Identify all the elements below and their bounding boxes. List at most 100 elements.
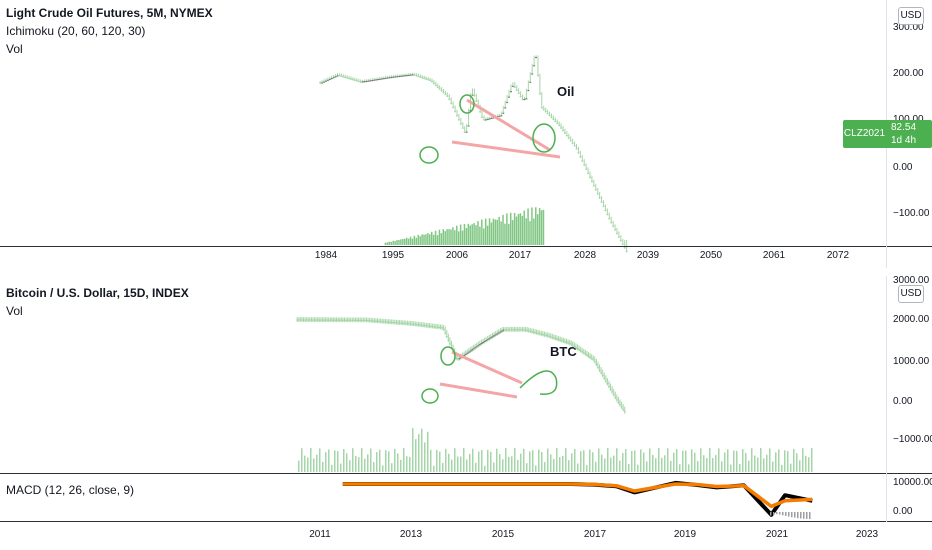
btc-volume-bar: [667, 448, 669, 472]
oil-y-tick: −100.00: [893, 208, 930, 219]
macd-signal-line: [342, 482, 813, 509]
btc-volume-bar: [448, 453, 450, 472]
btc-candle: [486, 339, 489, 341]
oil-candle: [369, 80, 372, 82]
btc-volume-bar: [604, 458, 606, 472]
macd-pane[interactable]: MACD (12, 26, close, 9): [0, 474, 886, 520]
btc-candle: [622, 408, 625, 410]
macd-histogram-bar: [782, 512, 784, 516]
oil-candle: [353, 79, 356, 81]
price-axis-divider-bottom: [886, 276, 887, 522]
btc-candle: [315, 319, 318, 321]
btc-candle: [332, 319, 335, 321]
btc-candle: [548, 335, 551, 337]
oil-candle: [442, 92, 445, 94]
btc-volume-bar: [385, 450, 387, 472]
oil-volume-bar: [506, 213, 508, 245]
oil-candle: [390, 76, 393, 78]
oil-candle: [535, 57, 538, 59]
btc-candle: [489, 337, 492, 339]
oil-candle: [326, 79, 329, 81]
btc-vol-label[interactable]: Vol: [6, 304, 23, 318]
btc-candle: [511, 329, 514, 331]
oil-candle: [486, 118, 489, 120]
btc-volume-bar: [373, 462, 375, 472]
oil-volume-bar: [508, 223, 510, 245]
oil-candle: [504, 107, 507, 109]
btc-volume-bar: [352, 448, 354, 472]
oil-pane[interactable]: Light Crude Oil Futures, 5M, NYMEX Ichim…: [0, 0, 886, 268]
oil-candle: [324, 80, 327, 82]
oil-candle: [484, 119, 487, 121]
btc-volume-bar: [733, 450, 735, 472]
btc-volume-bar: [634, 450, 636, 472]
btc-candle: [579, 350, 582, 352]
oil-volume-bar: [390, 241, 392, 245]
oil-volume-bar: [456, 225, 458, 245]
btc-volume-bar: [670, 460, 672, 472]
oil-currency-button[interactable]: USD: [898, 7, 924, 25]
oil-candle: [319, 82, 322, 84]
oil-vol-label[interactable]: Vol: [6, 42, 23, 56]
btc-candle: [334, 319, 337, 321]
btc-candle: [341, 319, 344, 321]
oil-x-tick: 2072: [826, 250, 850, 261]
btc-volume-bar: [811, 448, 813, 472]
btc-candle: [419, 324, 422, 326]
macd-histogram-bar: [773, 512, 775, 515]
btc-candle: [584, 353, 587, 355]
oil-candle: [481, 116, 484, 118]
oil-candle: [509, 91, 512, 93]
oil-indicator-label[interactable]: Ichimoku (20, 60, 120, 30): [6, 24, 146, 38]
oil-candle: [361, 81, 364, 83]
oil-volume-bar: [511, 220, 514, 245]
btc-candle: [374, 320, 377, 322]
btc-volume-bar: [427, 431, 429, 472]
oil-legend: Light Crude Oil Futures, 5M, NYMEX Ichim…: [6, 4, 213, 58]
btc-candle: [467, 351, 470, 353]
oil-candle: [544, 111, 547, 113]
btc-candle: [530, 331, 533, 333]
btc-volume-bar: [772, 461, 774, 472]
macd-histogram-bar: [797, 512, 799, 519]
btc-volume-bar: [598, 448, 600, 472]
oil-candle: [483, 119, 485, 121]
oil-volume-bar: [430, 231, 433, 245]
btc-candle: [305, 319, 308, 321]
btc-volume-bar: [523, 448, 525, 472]
btc-volume-bar: [754, 455, 756, 472]
btc-candle: [365, 319, 368, 321]
btc-candle: [346, 319, 349, 321]
bottom-x-tick: 2013: [399, 529, 423, 540]
btc-candle: [396, 322, 399, 324]
btc-candle: [576, 347, 579, 349]
btc-candle: [598, 369, 601, 371]
oil-volume-bar: [494, 219, 497, 245]
btc-pane[interactable]: Bitcoin / U.S. Dollar, 15D, INDEX Vol BT…: [0, 276, 886, 474]
macd-y-tick: 0.00: [893, 506, 913, 517]
btc-candle: [581, 351, 584, 353]
oil-time-axis[interactable]: 1984 1995 2006 2017 2028 2039 2050 2061 …: [0, 250, 886, 268]
btc-volume-bar: [481, 449, 483, 472]
oil-pane-bottom-divider: [0, 246, 932, 247]
oil-candle: [583, 164, 586, 166]
oil-volume-bar: [471, 224, 473, 245]
oil-volume-bar: [535, 207, 537, 245]
oil-candle: [473, 95, 476, 97]
btc-candle: [488, 338, 491, 340]
btc-volume-bar: [673, 452, 675, 472]
bottom-time-axis[interactable]: 2011 2013 2015 2017 2019 2021 2023: [0, 529, 886, 547]
oil-candle: [334, 76, 337, 78]
btc-currency-button[interactable]: USD: [898, 285, 924, 303]
btc-candle: [568, 342, 571, 344]
btc-volume-bar: [478, 451, 480, 472]
btc-price-axis[interactable]: 3000.00 2000.00 1000.00 0.00 −1000.00: [887, 275, 932, 474]
macd-value-axis[interactable]: 10000.00 0.00: [887, 474, 932, 521]
oil-candle: [348, 77, 351, 79]
oil-price-axis[interactable]: 300.00 200.00 100.00 0.00 −100.00: [887, 0, 932, 246]
macd-histogram-bar: [791, 512, 793, 518]
btc-candle: [546, 335, 549, 337]
btc-candle: [606, 383, 609, 385]
btc-candle: [623, 411, 626, 413]
